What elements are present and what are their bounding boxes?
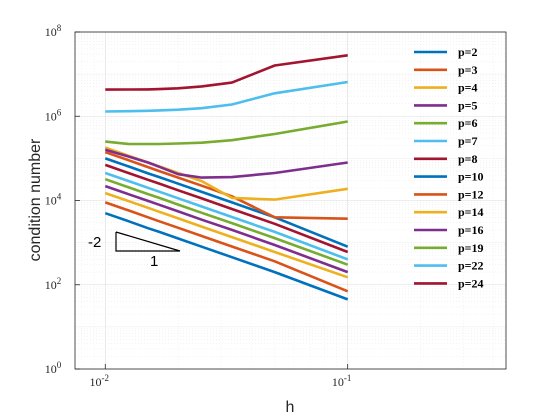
x-tick-label: 10-2 bbox=[90, 373, 110, 389]
slope-triangle-hypotenuse bbox=[115, 231, 181, 252]
y-tick-exponent: 6 bbox=[57, 107, 62, 117]
series-line-p-5 bbox=[104, 184, 349, 274]
legend-label: p=2 bbox=[458, 45, 478, 59]
legend-label: p=22 bbox=[458, 259, 484, 273]
series-line-p-10 bbox=[104, 157, 349, 248]
series-line-p-3 bbox=[104, 201, 349, 293]
x-axis-label: h bbox=[286, 399, 295, 416]
legend-label: p=6 bbox=[458, 116, 478, 130]
series-line-p-4 bbox=[104, 191, 349, 279]
series-lines bbox=[104, 54, 349, 301]
legend-label: p=10 bbox=[458, 170, 484, 184]
legend: p=2 p=3 p=4 p=5 p=6 p=7 p=8 p=10 p=12 p=14 p=16 p=1… bbox=[414, 45, 484, 290]
y-tick-label: 102 bbox=[45, 276, 62, 292]
legend-label: p=16 bbox=[458, 223, 484, 237]
x-tick-label: 10-1 bbox=[332, 373, 352, 389]
series-line-p-12 bbox=[104, 150, 348, 220]
y-tick-label: 108 bbox=[45, 23, 62, 39]
series-line-p-16 bbox=[104, 148, 348, 179]
series-line-p-24 bbox=[105, 54, 348, 91]
series-line-p-2 bbox=[104, 211, 349, 301]
slope-triangle-run-label: 1 bbox=[150, 253, 158, 270]
series-line-p-22 bbox=[105, 80, 348, 113]
series-line-p-8 bbox=[104, 163, 349, 254]
legend-label: p=19 bbox=[458, 241, 484, 255]
y-tick-label: 104 bbox=[45, 192, 62, 208]
y-tick-label: 106 bbox=[45, 107, 62, 123]
y-tick-exponent: 2 bbox=[57, 276, 62, 286]
slope-triangle-shape bbox=[115, 232, 180, 252]
legend-label: p=14 bbox=[458, 205, 484, 219]
legend-label: p=24 bbox=[458, 276, 484, 290]
y-tick-exponent: 4 bbox=[57, 192, 62, 202]
slope-triangle: -2 1 bbox=[88, 231, 181, 270]
slope-triangle-rise-label: -2 bbox=[88, 234, 101, 251]
legend-label: p=5 bbox=[458, 98, 478, 112]
x-tick-exponent: -1 bbox=[344, 373, 352, 383]
y-tick-exponent: 8 bbox=[57, 23, 62, 33]
x-tick-exponent: -2 bbox=[102, 373, 110, 383]
legend-label: p=3 bbox=[458, 63, 478, 77]
y-tick-exponent: 0 bbox=[57, 360, 62, 370]
series-line-p-7 bbox=[104, 171, 349, 261]
legend-label: p=12 bbox=[458, 187, 484, 201]
y-tick-label: 100 bbox=[45, 360, 62, 376]
legend-label: p=7 bbox=[458, 134, 478, 148]
legend-label: p=4 bbox=[458, 81, 478, 95]
series-line-p-6 bbox=[104, 177, 349, 266]
series-line-p-19 bbox=[105, 120, 348, 146]
y-axis-label: condition number bbox=[27, 138, 44, 261]
legend-label: p=8 bbox=[458, 152, 478, 166]
